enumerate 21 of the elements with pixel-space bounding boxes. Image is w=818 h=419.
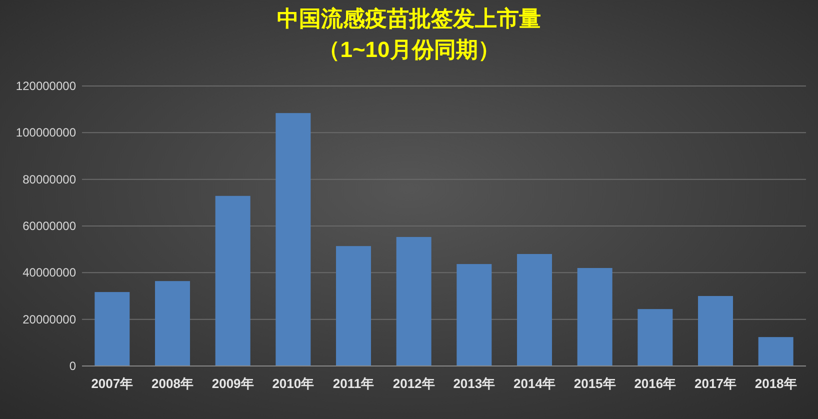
chart-title: 中国流感疫苗批签发上市量 [277, 6, 541, 31]
y-tick-label: 80000000 [22, 172, 76, 186]
x-tick-label: 2008年 [152, 376, 194, 391]
x-tick-label: 2013年 [453, 376, 496, 391]
y-tick-label: 120000000 [16, 79, 76, 93]
y-tick-label: 100000000 [16, 126, 76, 140]
x-tick-label: 2014年 [514, 376, 556, 391]
x-tick-label: 2016年 [634, 376, 676, 391]
x-tick-label: 2017年 [694, 376, 736, 391]
x-tick-label: 2009年 [212, 376, 254, 391]
x-tick-label: 2011年 [332, 376, 374, 391]
y-tick-label: 20000000 [22, 312, 76, 326]
y-tick-label: 40000000 [22, 266, 76, 280]
x-tick-label: 2007年 [91, 376, 134, 391]
x-tick-label: 2010年 [272, 376, 314, 391]
x-tick-label: 2018年 [754, 376, 797, 391]
x-tick-label: 2012年 [392, 376, 435, 391]
chart-subtitle: （1~10月份同期） [318, 37, 500, 62]
x-tick-label: 2015年 [574, 376, 616, 391]
y-tick-label: 60000000 [22, 219, 76, 233]
y-tick-label: 0 [69, 359, 76, 373]
